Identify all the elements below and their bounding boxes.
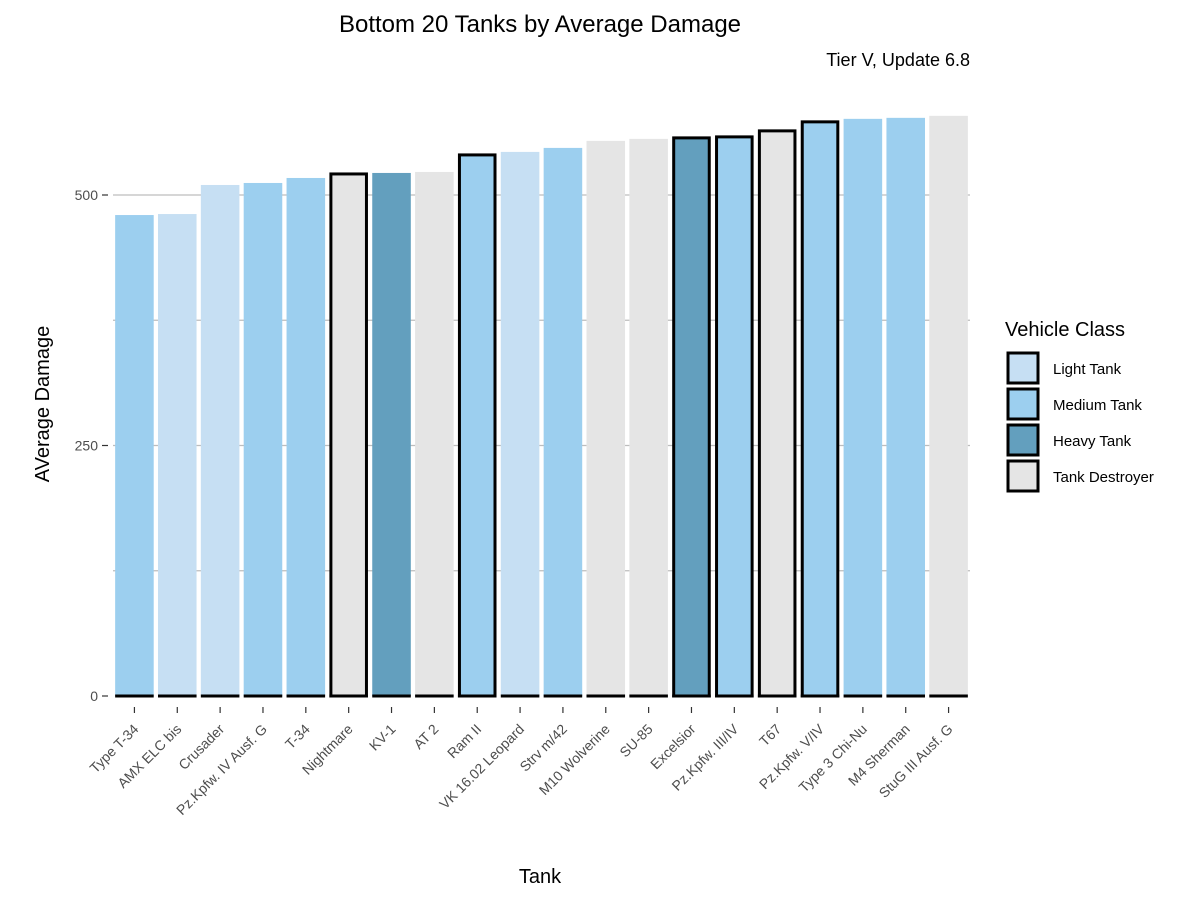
bar <box>415 171 454 697</box>
bar <box>115 215 154 697</box>
y-tick-label: 250 <box>75 438 99 454</box>
bar <box>157 214 197 696</box>
x-axis-title: Tank <box>519 866 562 888</box>
bars-group <box>115 115 968 698</box>
x-tick-label: SU-85 <box>616 721 656 761</box>
legend-key <box>1006 351 1040 385</box>
x-tick-label: AT 2 <box>410 721 441 752</box>
legend-key <box>1006 459 1040 493</box>
bar <box>843 118 883 696</box>
x-tick-label: Ram II <box>444 721 484 761</box>
bar <box>715 135 754 698</box>
x-tick-label: T67 <box>756 721 785 750</box>
bar <box>200 184 240 697</box>
bar <box>500 151 540 696</box>
bar <box>757 129 797 698</box>
bar <box>929 115 968 697</box>
y-tick-label: 0 <box>90 688 98 704</box>
bar <box>286 177 326 696</box>
y-tick-label: 500 <box>75 187 99 203</box>
chart-subtitle: Tier V, Update 6.8 <box>826 50 970 70</box>
bar <box>800 120 840 698</box>
chart-title: Bottom 20 Tanks by Average Damage <box>339 11 741 38</box>
legend-label: Medium Tank <box>1053 397 1142 414</box>
bar <box>329 172 368 698</box>
bar <box>886 117 926 696</box>
bar <box>629 138 668 696</box>
legend-label: Light Tank <box>1053 361 1122 378</box>
bar <box>243 182 283 696</box>
bar <box>372 172 411 696</box>
legend: Vehicle Class Light Tank Medium Tank Heavy… <box>1005 319 1154 493</box>
legend-key <box>1006 423 1040 457</box>
legend-label: Tank Destroyer <box>1053 469 1154 486</box>
bar <box>586 140 626 697</box>
gridlines <box>113 194 970 572</box>
legend-title: Vehicle Class <box>1005 319 1125 341</box>
bar <box>672 136 711 698</box>
y-axis-title: AVerage Damage <box>32 326 54 482</box>
y-axis: 0 250 500 <box>75 187 108 704</box>
bar <box>543 147 583 696</box>
legend-key <box>1006 387 1040 421</box>
x-tick-label: StuG III Ausf. G <box>876 721 956 801</box>
x-tick-label: KV-1 <box>366 721 399 754</box>
x-tick-label: T-34 <box>282 721 313 752</box>
bar <box>457 153 497 698</box>
legend-label: Heavy Tank <box>1053 433 1132 450</box>
